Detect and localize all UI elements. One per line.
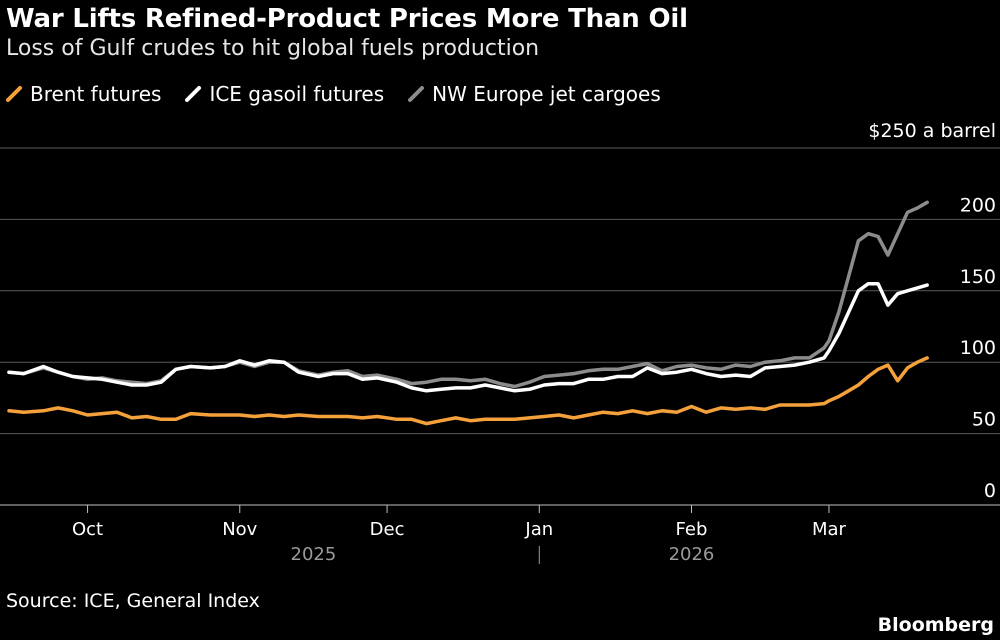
chart-subtitle: Loss of Gulf crudes to hit global fuels … [6,36,540,61]
legend-swatch-brent [6,86,22,102]
series-line-brent [7,356,929,426]
series-line-gasoil [7,281,929,393]
legend-swatch-gasoil-mark [185,86,202,102]
legend-label-gasoil: ICE gasoil futures [209,82,385,106]
series-line-jet [7,200,929,389]
y-axis-unit-label: $250 a barrel [868,120,996,142]
x-tick-label-mar: Mar [812,519,847,540]
source-note: Source: ICE, General Index [6,590,260,612]
x-tick-label-oct: Oct [72,519,103,540]
series-lines [7,200,929,426]
legend-swatch-jet-mark [408,86,425,102]
legend-item-jet: NW Europe jet cargoes [408,82,661,106]
chart-title: War Lifts Refined-Product Prices More Th… [6,4,688,34]
legend-label-jet: NW Europe jet cargoes [432,82,661,106]
x-year-label-2025: 2025 [291,544,337,565]
y-tick-label-150: 150 [960,266,996,288]
legend-label-brent: Brent futures [30,82,162,106]
x-tick-label-jan: Jan [524,519,553,540]
y-tick-label-200: 200 [960,194,996,216]
x-tick-labels: Oct Nov Dec Jan Feb Mar 2025 2026 [72,505,847,565]
y-tick-label-50: 50 [972,409,996,431]
gridlines [0,147,1000,506]
bloomberg-logo: Bloomberg [877,614,994,636]
x-tick-label-feb: Feb [676,519,708,540]
legend-swatch-brent-mark [6,86,22,102]
y-tick-labels: 0 50 100 150 200 [960,194,996,502]
legend-item-brent: Brent futures [6,82,161,106]
y-tick-label-100: 100 [960,337,996,359]
legend-item-gasoil: ICE gasoil futures [185,82,384,106]
y-tick-label-0: 0 [984,480,996,502]
x-tick-label-nov: Nov [222,519,257,540]
x-year-label-2026: 2026 [669,544,715,565]
legend: Brent futures ICE gasoil futures NW Euro… [6,82,685,106]
legend-swatch-gasoil [185,86,202,102]
legend-swatch-jet [408,86,425,102]
x-tick-label-dec: Dec [370,519,405,540]
